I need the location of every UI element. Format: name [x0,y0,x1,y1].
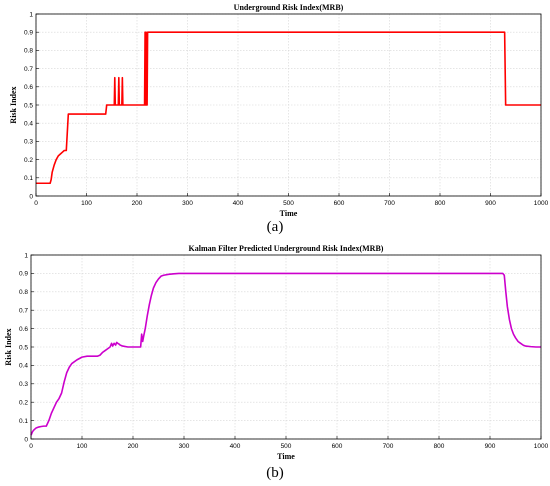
chart-a-x-tick-label: 200 [132,200,143,207]
chart-a-y-tick-label: 1 [29,11,33,18]
chart-b-y-tick-label: 0.8 [19,289,28,296]
chart-a-x-tick-label: 0 [34,200,38,207]
chart-b-y-tick-label: 0.6 [19,326,28,333]
chart-b-y-axis-label: Risk Index [4,328,13,365]
chart-a-x-tick-label: 100 [81,200,92,207]
chart-b-series-line-0 [30,272,541,436]
chart-a-y-tick-label: 0.4 [24,121,33,128]
chart-b-y-tick-label: 0 [24,436,28,443]
chart-a-title: Underground Risk Index(MRB) [234,3,344,12]
caption-b: (b) [266,465,284,481]
chart-b-y-tick-label: 0.7 [19,308,28,315]
chart-a-x-tick-label: 1000 [534,200,549,207]
chart-a-y-tick-label: 0 [29,193,33,200]
chart-b-x-tick-label: 300 [179,443,190,450]
chart-a-x-tick-label: 400 [233,200,244,207]
chart-a-y-tick-label: 0.7 [24,66,33,73]
chart-a-x-tick-label: 500 [283,200,294,207]
chart-b-x-tick-label: 100 [77,443,88,450]
chart-a-x-tick-label: 600 [334,200,345,207]
chart-a-y-tick-label: 0.5 [24,102,33,109]
chart-a-x-axis-label: Time [280,209,298,218]
chart-b-y-tick-label: 0.2 [19,400,28,407]
chart-a-x-tick-label: 700 [384,200,395,207]
chart-panel-a: 0 100 200 300 400 500 600 700 800 900 1000 0 0.1 0.2 0… [0,0,550,240]
chart-b-x-tick-label: 0 [29,443,33,450]
chart-a-y-tick-label: 0.3 [24,139,33,146]
chart-b-title: Kalman Filter Predicted Underground Risk… [189,244,384,253]
chart-b-x-tick-label: 1000 [534,443,549,450]
chart-a-y-tick-label: 0.6 [24,84,33,91]
chart-a-x-tick-label: 900 [485,200,496,207]
chart-b-x-tick-label: 500 [281,443,292,450]
chart-b-x-tick-label: 700 [383,443,394,450]
chart-a: 0 100 200 300 400 500 600 700 800 900 1000 0 0.1 0.2 0… [9,3,549,218]
caption-a: (a) [266,219,284,235]
chart-b-y-tick-label: 0.5 [19,344,28,351]
chart-b-y-tick-label: 0.4 [19,363,28,370]
chart-b-x-tick-label: 900 [485,443,496,450]
chart-a-y-tick-label: 0.2 [24,157,33,164]
chart-b-y-tick-label: 0.1 [19,418,28,425]
chart-b-x-tick-label: 400 [230,443,241,450]
chart-a-y-tick-label: 0.1 [24,175,33,182]
chart-a-y-axis-label: Risk Index [9,86,18,123]
chart-b-x-axis-label: Time [277,452,295,461]
chart-a-series-line-0 [36,31,541,185]
chart-b-x-tick-label: 800 [434,443,445,450]
chart-b-x-tick-label: 600 [332,443,343,450]
chart-a-x-tick-label: 300 [182,200,193,207]
chart-a-y-tick-label: 0.9 [24,30,33,37]
chart-panel-b: 0 100 200 300 400 500 600 700 800 900 1000 0 0.1 0.2 0… [0,240,550,486]
chart-b: 0 100 200 300 400 500 600 700 800 900 1000 0 0.1 0.2 0… [4,244,549,461]
chart-a-y-tick-label: 0.8 [24,48,33,55]
chart-b-y-tick-label: 1 [24,252,28,259]
chart-b-x-tick-label: 200 [128,443,139,450]
chart-a-x-tick-label: 800 [435,200,446,207]
chart-b-y-tick-label: 0.3 [19,381,28,388]
chart-b-y-tick-label: 0.9 [19,271,28,278]
